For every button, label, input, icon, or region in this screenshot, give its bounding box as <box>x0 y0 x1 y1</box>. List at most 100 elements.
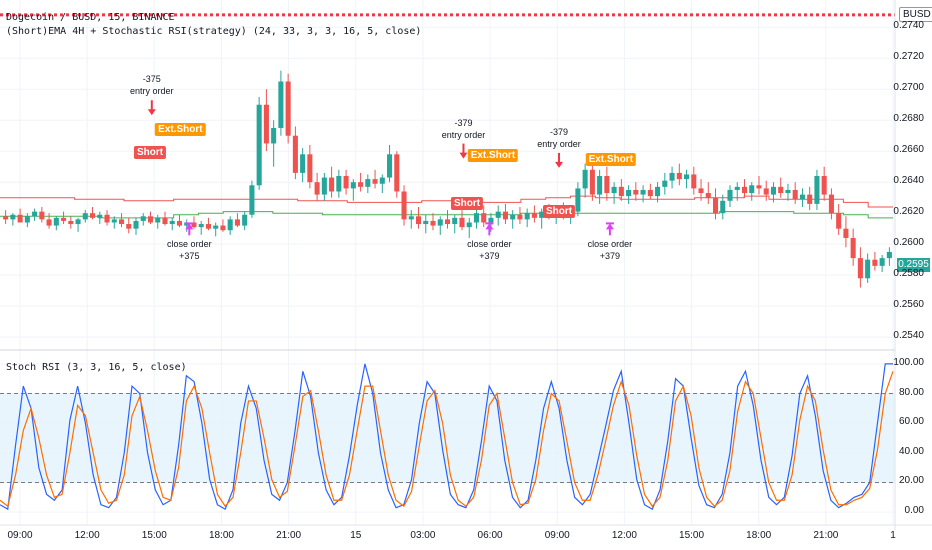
candle-body <box>263 104 269 144</box>
symbol-title: Dogecoin / BUSD, 15, BINANCE <box>6 12 175 23</box>
candle-body <box>604 176 610 194</box>
exit-short-badge: Ext.Short <box>467 149 519 163</box>
price-tick: 0.2640 <box>893 175 924 187</box>
entry-qty: -379 <box>550 126 569 137</box>
price-tick: 0.2660 <box>893 144 924 156</box>
candle-body <box>372 179 378 184</box>
close-label: close order <box>587 239 633 250</box>
candle-body <box>205 224 211 229</box>
candle-body <box>300 154 306 173</box>
time-tick: 15:00 <box>141 530 167 541</box>
candle-body <box>597 176 603 195</box>
candle-body <box>379 177 385 184</box>
entry-qty: -375 <box>142 74 161 85</box>
entry-label: entry order <box>537 138 581 149</box>
candle-body <box>582 169 588 189</box>
stoch-lines <box>0 363 894 511</box>
candle-body <box>502 211 508 220</box>
candle-body <box>836 213 842 229</box>
time-tick: 12:00 <box>74 530 100 541</box>
candle-body <box>307 154 313 183</box>
candle-body <box>705 193 711 198</box>
close-label: close order <box>167 239 212 250</box>
candle-body <box>741 186 748 194</box>
candle-body <box>459 217 465 228</box>
candle-body <box>271 127 277 144</box>
candle-body <box>473 213 480 223</box>
candle-body <box>575 188 581 212</box>
candle-body <box>213 225 219 229</box>
price-tick: 0.2700 <box>893 82 924 94</box>
candle-body <box>814 176 820 204</box>
candle-body <box>365 179 371 187</box>
candle-body <box>879 258 885 266</box>
time-tick: 1 <box>890 530 896 541</box>
time-tick: 21:00 <box>813 530 839 541</box>
time-tick: 15:00 <box>679 530 705 541</box>
ema-upper-line <box>0 195 893 208</box>
candle-body <box>321 177 327 195</box>
candle-body <box>10 214 16 220</box>
candle-body <box>3 216 9 220</box>
candle-body <box>423 220 429 225</box>
currency-badge[interactable]: BUSD <box>899 7 932 22</box>
close-label: close order <box>467 239 512 250</box>
candle-body <box>524 213 530 220</box>
candle-body <box>756 185 762 189</box>
candle-body <box>647 189 653 197</box>
exit-short-badge: Ext.Short <box>155 123 206 137</box>
current-price-label: 0.2595 <box>897 258 930 272</box>
candle-body <box>727 189 733 201</box>
candle-body <box>249 185 255 215</box>
candle-body <box>763 188 769 195</box>
time-tick: 03:00 <box>410 530 436 541</box>
short-signal-badge: Short <box>450 197 484 211</box>
candle-body <box>437 219 443 226</box>
stoch-tick: 40.00 <box>898 445 924 457</box>
candle-body <box>17 214 23 223</box>
candle-body <box>626 189 632 197</box>
candle-body <box>336 176 342 192</box>
stoch-tick: 100.00 <box>893 356 924 368</box>
candle-body <box>872 259 878 266</box>
candle-body <box>61 217 67 221</box>
candle-body <box>481 213 487 223</box>
candle-body <box>155 217 161 223</box>
price-tick: 0.2560 <box>893 299 924 311</box>
stoch-tick: 80.00 <box>898 386 924 398</box>
ema-lower-line <box>0 211 893 219</box>
candle-body <box>68 220 74 225</box>
candle-body <box>24 216 30 223</box>
candle-body <box>133 220 139 229</box>
stoch-tick: 60.00 <box>898 416 924 428</box>
candle-body <box>75 219 81 225</box>
candle-body <box>198 224 204 228</box>
candle-body <box>46 219 52 226</box>
trade-markers <box>147 100 614 236</box>
stoch-d-line <box>0 371 894 508</box>
entry-qty: -379 <box>454 117 473 128</box>
candle-body <box>82 213 88 220</box>
candle-body <box>495 211 501 218</box>
candle-body <box>539 211 545 218</box>
candle-body <box>712 197 719 214</box>
candle-body <box>358 182 364 187</box>
candle-body <box>857 258 863 279</box>
price-tick: 0.2620 <box>893 206 924 218</box>
candle-body <box>655 186 661 197</box>
candle-body <box>807 194 813 204</box>
candle-body <box>118 219 125 225</box>
candle-body <box>720 200 726 214</box>
entry-label: entry order <box>441 129 486 140</box>
candle-body <box>278 81 284 128</box>
price-tick: 0.2720 <box>893 51 924 63</box>
candle-body <box>850 237 856 259</box>
candle-body <box>488 217 494 223</box>
price-tick: 0.2600 <box>893 237 924 249</box>
close-arrow-head <box>185 223 194 230</box>
candle-body <box>618 186 624 197</box>
candle-body <box>97 214 103 218</box>
price-tick: 0.2680 <box>893 113 924 125</box>
